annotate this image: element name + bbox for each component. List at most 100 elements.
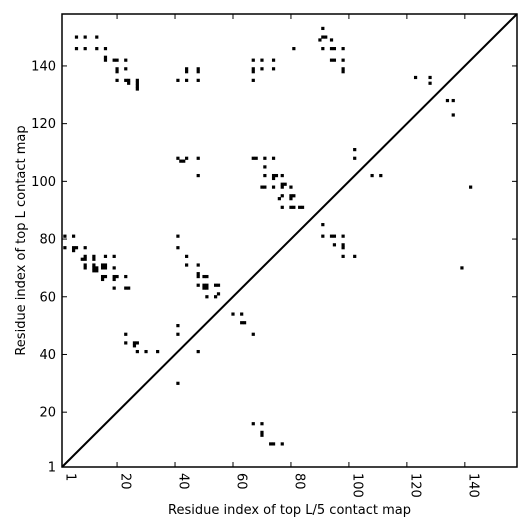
contact-point-40 xyxy=(321,35,325,39)
contact-point-54 xyxy=(428,75,432,80)
contact-point-148 xyxy=(216,283,221,287)
contact-point-60 xyxy=(179,159,183,163)
contact-point-49 xyxy=(332,58,337,62)
contact-point-48 xyxy=(329,58,334,62)
contact-point-138 xyxy=(196,272,200,276)
contact-point-66 xyxy=(254,156,258,160)
contact-point-42 xyxy=(324,35,328,39)
contact-point-47 xyxy=(341,47,345,51)
contact-point-133 xyxy=(176,234,180,238)
contact-point-110 xyxy=(92,263,96,267)
diagonal-line xyxy=(61,13,518,468)
contact-point-65 xyxy=(251,156,255,160)
contact-point-144 xyxy=(205,283,209,287)
contact-point-94 xyxy=(370,173,374,178)
contact-point-181 xyxy=(260,422,264,426)
contact-point-162 xyxy=(460,266,464,270)
contact-point-55 xyxy=(428,81,432,85)
contact-point-0 xyxy=(74,35,79,39)
contact-point-105 xyxy=(80,257,84,261)
contact-point-80 xyxy=(280,185,284,189)
contact-point-16 xyxy=(124,78,128,82)
contact-point-161 xyxy=(353,254,357,258)
contact-point-46 xyxy=(332,47,337,51)
contact-point-117 xyxy=(103,263,108,267)
contact-point-52 xyxy=(341,70,345,74)
contact-point-123 xyxy=(103,274,108,279)
y-tick-label-1: 1 xyxy=(48,461,56,476)
contact-point-112 xyxy=(92,266,96,270)
contact-point-92 xyxy=(353,148,357,152)
contact-point-45 xyxy=(329,47,334,51)
contact-point-58 xyxy=(451,113,455,117)
contact-point-59 xyxy=(176,156,180,160)
contact-point-176 xyxy=(240,321,244,325)
contact-point-145 xyxy=(202,286,206,290)
contact-point-150 xyxy=(214,295,218,299)
contact-point-115 xyxy=(95,269,99,273)
y-tick-label-100: 100 xyxy=(31,175,56,190)
y-tick-label-60: 60 xyxy=(39,290,56,305)
contact-point-109 xyxy=(83,263,87,267)
contact-point-132 xyxy=(127,286,131,290)
contact-point-78 xyxy=(280,182,284,186)
x-tick-label-1: 1 xyxy=(63,473,78,481)
contact-point-122 xyxy=(100,274,105,279)
contact-point-113 xyxy=(95,266,99,270)
contact-point-35 xyxy=(260,67,264,71)
contact-point-24 xyxy=(185,78,189,82)
contact-point-17 xyxy=(127,78,131,82)
contact-point-147 xyxy=(214,283,218,287)
contact-point-83 xyxy=(289,194,293,198)
contact-point-22 xyxy=(135,87,139,91)
y-axis-label: Residue index of top L contact map xyxy=(14,125,29,355)
contact-point-39 xyxy=(318,38,322,42)
contact-point-75 xyxy=(263,185,267,189)
contact-point-76 xyxy=(271,185,276,189)
contact-point-186 xyxy=(280,442,284,446)
contact-point-69 xyxy=(263,165,267,169)
contact-point-119 xyxy=(103,266,108,270)
contact-point-111 xyxy=(83,266,87,270)
contact-point-30 xyxy=(251,58,255,62)
contact-point-63 xyxy=(196,156,200,160)
contact-point-96 xyxy=(469,185,473,189)
x-tick-label-120: 120 xyxy=(407,473,422,498)
contact-point-31 xyxy=(260,58,264,62)
contact-point-88 xyxy=(289,205,293,209)
contact-point-140 xyxy=(202,274,206,279)
contact-point-125 xyxy=(112,266,116,270)
contact-point-128 xyxy=(112,277,116,282)
y-tick-label-20: 20 xyxy=(39,406,56,421)
contact-point-101 xyxy=(74,246,79,250)
contact-point-149 xyxy=(205,295,209,299)
contact-point-34 xyxy=(251,70,255,74)
contact-point-146 xyxy=(205,286,209,290)
x-tick-label-20: 20 xyxy=(118,473,133,490)
contact-point-183 xyxy=(260,433,264,437)
contact-point-64 xyxy=(196,173,200,178)
contact-point-86 xyxy=(289,197,293,201)
contact-point-160 xyxy=(341,254,345,258)
contact-point-51 xyxy=(341,67,345,71)
contact-point-100 xyxy=(71,246,76,250)
contact-point-81 xyxy=(289,185,293,189)
contact-point-4 xyxy=(83,47,87,51)
contact-point-91 xyxy=(300,205,305,209)
contact-points xyxy=(63,26,473,446)
contact-point-175 xyxy=(240,312,244,316)
contact-point-164 xyxy=(124,341,128,345)
contact-point-167 xyxy=(132,344,137,348)
contact-point-89 xyxy=(292,205,296,209)
contact-point-143 xyxy=(202,283,206,287)
contact-point-23 xyxy=(176,78,180,82)
contact-point-2 xyxy=(95,35,99,39)
contact-point-169 xyxy=(144,349,148,354)
contact-point-12 xyxy=(115,67,119,71)
contact-point-108 xyxy=(92,257,96,261)
contact-point-177 xyxy=(242,321,247,325)
contact-point-19 xyxy=(135,78,139,82)
contact-point-173 xyxy=(196,349,200,354)
